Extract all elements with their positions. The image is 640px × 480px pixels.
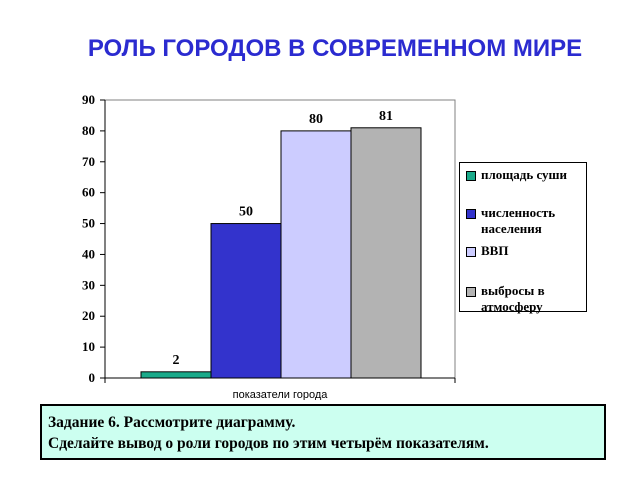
legend-label-gdp: ВВП — [481, 243, 509, 258]
chart-title: РОЛЬ ГОРОДОВ В СОВРЕМЕННОМ МИРЕ — [87, 35, 583, 62]
y-tick-label: 30 — [82, 277, 95, 292]
bar-data-label: 2 — [173, 353, 180, 368]
bar-data-label: 81 — [379, 109, 393, 124]
bar — [280, 130, 352, 379]
x-category-label: показатели города — [233, 389, 329, 400]
bar-chart: 0 10 20 30 40 50 60 70 80 90 2 50 80 81 показатели гор… — [82, 92, 456, 400]
y-tick-label: 70 — [82, 154, 95, 169]
legend-swatch-emissions — [466, 287, 476, 297]
y-tick-label: 60 — [82, 185, 95, 200]
bar — [210, 223, 282, 379]
legend-label-emissions: выбросы в атмосферу — [481, 283, 545, 314]
y-tick-label: 0 — [89, 370, 96, 385]
legend-label-population: численность населения — [481, 205, 556, 236]
legend-label-land-area: площадь суши — [481, 167, 568, 182]
task-line-2: Сделайте вывод о роли городов по этим че… — [48, 435, 489, 452]
y-tick-label: 80 — [82, 123, 95, 138]
legend-swatch-land-area — [466, 171, 476, 181]
bar — [140, 371, 212, 379]
chart-legend: площадь суши численность населения ВВП в… — [459, 162, 587, 314]
task-box: Задание 6. Рассмотрите диаграмму. Сделай… — [40, 404, 606, 460]
bar-data-label: 50 — [239, 205, 253, 220]
task-line-1: Задание 6. Рассмотрите диаграмму. — [48, 414, 296, 431]
bar — [350, 127, 422, 379]
y-tick-label: 40 — [82, 246, 95, 261]
bar-data-label: 80 — [309, 112, 323, 127]
y-tick-label: 20 — [82, 308, 95, 323]
y-tick-label: 50 — [82, 216, 95, 231]
legend-swatch-gdp — [466, 247, 476, 257]
y-tick-label: 10 — [82, 339, 95, 354]
legend-swatch-population — [466, 209, 476, 219]
y-tick-label: 90 — [82, 92, 95, 107]
